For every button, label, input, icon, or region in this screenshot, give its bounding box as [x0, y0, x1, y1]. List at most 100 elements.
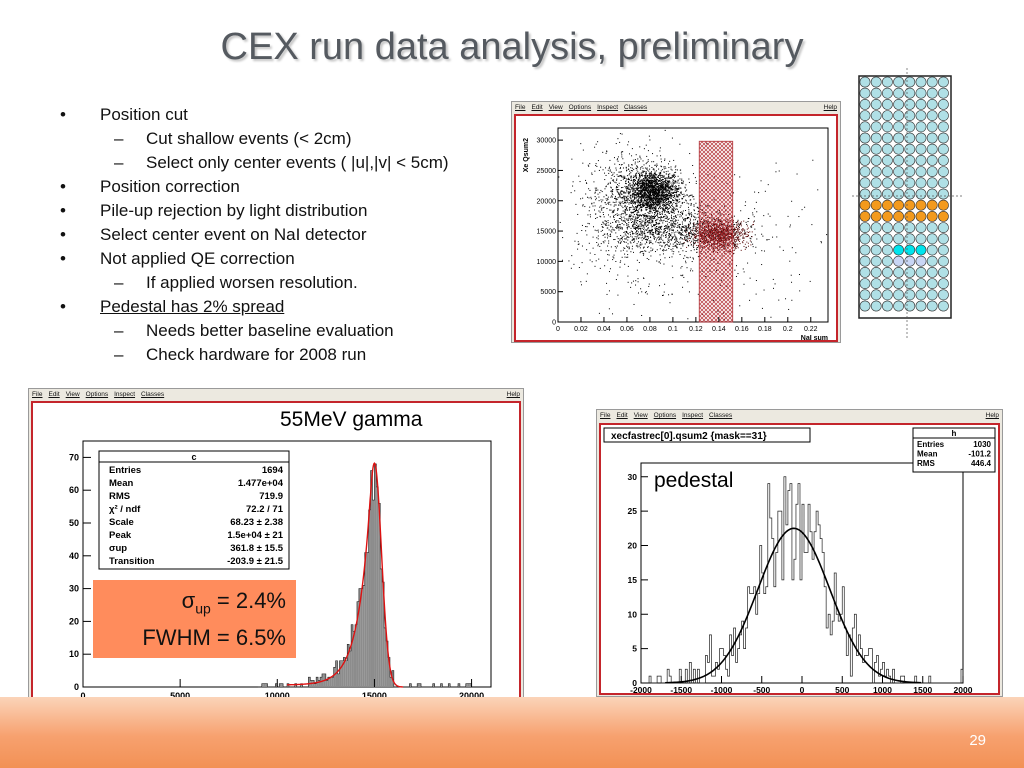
bullet-item: Pile-up rejection by light distribution: [58, 199, 449, 223]
stats-name: Peak: [109, 530, 132, 541]
menu-classes[interactable]: Classes: [709, 412, 733, 419]
pmt-circle: [938, 266, 949, 278]
pmt-circle: [893, 233, 904, 245]
hist-title-box: [603, 427, 811, 443]
pmt-circle: [938, 110, 949, 121]
menu-file[interactable]: File: [600, 412, 611, 419]
menu-classes[interactable]: Classes: [141, 391, 165, 398]
pmt-circle: [893, 155, 904, 166]
pmt-circle: [915, 99, 927, 110]
menu-edit[interactable]: Edit: [531, 104, 543, 111]
pmt-circle: [915, 121, 927, 133]
pmt-circle: [926, 210, 938, 222]
menu-help[interactable]: Help: [823, 104, 837, 111]
pmt-circle: [882, 222, 893, 233]
pmt-circle: [859, 244, 871, 256]
menu-edit[interactable]: Edit: [48, 391, 60, 398]
menu-view[interactable]: View: [633, 412, 648, 419]
x-tick-label: 0.1: [668, 326, 678, 333]
pmt-circle: [904, 76, 916, 88]
pmt-circle: [904, 255, 916, 267]
menu-classes[interactable]: Classes: [624, 104, 648, 111]
hist-bar: [281, 683, 284, 687]
pmt-circle: [870, 278, 882, 289]
stats-name: Entries: [109, 465, 141, 476]
pmt-circle: [882, 266, 893, 278]
bullet-item: Not applied QE correction: [58, 247, 449, 271]
x-tick-label: 0.14: [712, 326, 726, 333]
pmt-circle: [915, 266, 927, 278]
hist-bar: [358, 588, 361, 687]
menu-edit[interactable]: Edit: [616, 412, 628, 419]
pmt-circle: [882, 233, 893, 245]
pmt-circle: [915, 166, 927, 177]
menu-options[interactable]: Options: [653, 412, 677, 419]
pmt-circle: [938, 99, 949, 110]
menu-inspect[interactable]: Inspect: [597, 104, 619, 111]
hist-bar: [318, 680, 321, 687]
y-tick-label: 50: [69, 518, 79, 528]
y-tick-label: 30: [628, 472, 638, 482]
menu-file[interactable]: File: [515, 104, 526, 111]
hist-bar: [265, 683, 268, 687]
pmt-circle: [870, 244, 882, 256]
menu-view[interactable]: View: [548, 104, 563, 111]
fit-curve: [665, 527, 922, 684]
pmt-circle: [882, 278, 893, 289]
bullet-text: Select center event on NaI detector: [100, 225, 367, 244]
pmt-circle: [938, 188, 949, 200]
menu-help[interactable]: Help: [985, 412, 999, 419]
pmt-circle: [915, 222, 927, 233]
pedestal-label: pedestal: [654, 469, 734, 492]
hist-bar: [440, 683, 443, 687]
x-tick-label: 0: [80, 691, 85, 701]
slide-title: CEX run data analysis, preliminary: [220, 26, 804, 68]
y-tick-label: 30: [69, 584, 79, 594]
pmt-circle: [926, 244, 938, 256]
pmt-circle: [915, 210, 927, 222]
hist-bar: [417, 683, 420, 687]
pmt-circle: [870, 99, 882, 110]
x-tick-label: 20000: [459, 691, 484, 701]
pmt-circle: [904, 266, 916, 278]
menu-inspect[interactable]: Inspect: [682, 412, 704, 419]
pmt-circle: [870, 188, 882, 200]
menu-help[interactable]: Help: [506, 391, 520, 398]
pmt-circle: [859, 278, 871, 289]
menu-options[interactable]: Options: [568, 104, 592, 111]
hist-bar: [279, 683, 282, 687]
hist-bar: [366, 552, 369, 687]
hist-bar: [448, 683, 451, 687]
bullet-item: Position cut: [58, 103, 449, 127]
stats-value: 1.5e+04 ± 21: [227, 530, 283, 541]
hist-bar: [465, 683, 468, 687]
menu-bar: File Edit View Options Inspect Classes Help: [29, 389, 523, 400]
x-tick-label: -1500: [670, 685, 692, 693]
menu-file[interactable]: File: [32, 391, 43, 398]
pmt-circle: [926, 99, 938, 110]
hist-outline: [257, 463, 472, 688]
pmt-circle: [870, 132, 882, 144]
pmt-circle: [893, 199, 904, 211]
pmt-circle: [893, 255, 904, 267]
pmt-circle: [893, 266, 904, 278]
pmt-circle: [904, 210, 916, 222]
pmt-circle: [893, 210, 904, 222]
menu-view[interactable]: View: [65, 391, 80, 398]
bullet-text: Pile-up rejection by light distribution: [100, 201, 368, 220]
menu-options[interactable]: Options: [85, 391, 109, 398]
pmt-circle: [938, 132, 949, 144]
hist-bar: [370, 470, 373, 687]
pmt-circle: [882, 300, 893, 312]
pmt-circle: [893, 76, 904, 88]
pmt-circle: [926, 155, 938, 166]
pmt-circle: [859, 233, 871, 245]
bullet-text: Position cut: [100, 105, 188, 124]
pmt-circle: [859, 300, 871, 312]
pmt-circle: [870, 222, 882, 233]
pmt-circle: [915, 87, 927, 99]
menu-inspect[interactable]: Inspect: [114, 391, 136, 398]
pmt-circle: [882, 132, 893, 144]
hist-bars: [261, 463, 472, 687]
hist-bar: [263, 683, 266, 687]
